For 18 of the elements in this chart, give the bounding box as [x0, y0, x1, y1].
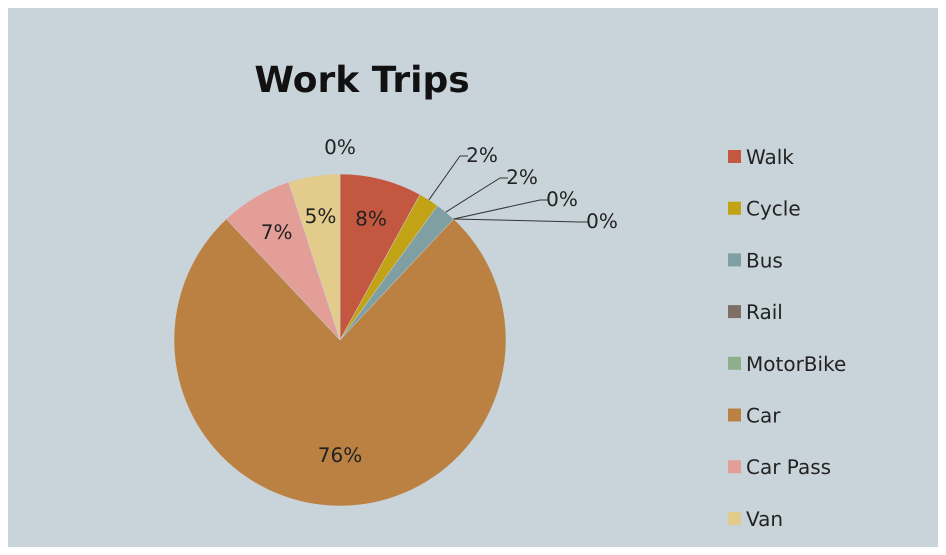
text: 0%	[546, 187, 578, 211]
legend-label: Van	[746, 506, 784, 531]
data-label: 5%	[304, 204, 336, 228]
data-label: 2%	[466, 143, 498, 167]
chart-title: Work Trips	[254, 60, 470, 101]
data-label: 8%	[355, 206, 387, 230]
text: 0%	[324, 135, 356, 159]
legend-label: Car Pass	[746, 455, 832, 480]
legend-label: MotorBike	[746, 352, 846, 376]
legend-label: Car	[746, 404, 782, 428]
legend-label: Rail	[746, 300, 783, 324]
data-label: 7%	[260, 220, 292, 244]
text: 0%	[586, 209, 618, 233]
data-label: 76%	[318, 443, 362, 468]
legend-label: Cycle	[746, 196, 801, 221]
legend-label: Bus	[746, 248, 783, 272]
legend-label: Walk	[746, 145, 794, 169]
data-label: 2%	[506, 165, 538, 189]
